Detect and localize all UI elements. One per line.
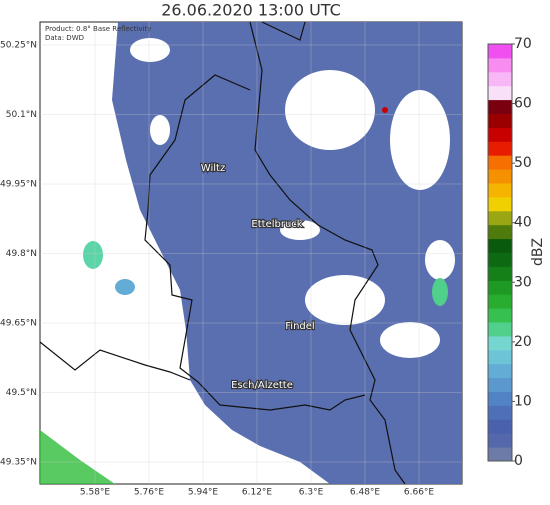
- colorbar-segment: [488, 405, 512, 420]
- radar-coverage: [112, 22, 462, 484]
- colorbar-segment: [488, 44, 512, 59]
- colorbar-segment: [488, 391, 512, 406]
- product-label: Product: 0.8° Base Reflectivity: [45, 25, 151, 33]
- colorbar-frame: [487, 43, 513, 462]
- colorbar-segment: [488, 335, 512, 351]
- colorbar-tick-label: 10: [514, 393, 532, 409]
- lat-tick-label: 49.8°N: [6, 249, 37, 259]
- echo-cell: [40, 430, 115, 484]
- colorbar-segment: [488, 433, 512, 448]
- colorbar-tick-label: 20: [514, 334, 532, 350]
- colorbar-tick-label: 50: [514, 155, 532, 171]
- border: [39, 341, 191, 381]
- colorbar-segment: [488, 141, 512, 156]
- place-label: Esch/Alzette: [231, 380, 293, 391]
- border: [261, 21, 306, 41]
- colorbar-segment: [488, 419, 512, 434]
- echo-cell: [83, 241, 103, 269]
- colorbar-tick-label: 60: [514, 96, 532, 112]
- colorbar-segment: [488, 57, 512, 73]
- lat-tick-label: 49.5°N: [6, 388, 37, 398]
- colorbar-tick-label: 40: [514, 215, 532, 231]
- colorbar-segment: [488, 210, 512, 226]
- colorbar-segment: [488, 169, 512, 184]
- lon-tick-label: 6.48°E: [350, 488, 381, 498]
- colorbar-tick-label: 30: [514, 274, 532, 290]
- colorbar-segment: [488, 308, 512, 323]
- colorbar-segment: [488, 322, 512, 337]
- colorbar-tick-label: 70: [514, 36, 532, 52]
- echo-cell: [115, 279, 135, 295]
- lon-tick-label: 5.76°E: [134, 488, 165, 498]
- colorbar-segment: [488, 71, 512, 87]
- echo-cell: [432, 278, 448, 306]
- lon-tick-label: 5.94°E: [188, 488, 219, 498]
- colorbar-segment: [488, 294, 512, 309]
- source-label: Data: DWD: [45, 34, 84, 42]
- colorbar-segment: [488, 363, 512, 379]
- colorbar-tick-label: 0: [514, 453, 523, 469]
- place-label: Wiltz: [201, 163, 225, 174]
- colorbar-segment: [488, 99, 512, 114]
- lat-tick-label: 50.25°N: [0, 41, 37, 51]
- place-label: Ettelbruck: [251, 219, 302, 230]
- colorbar-segment: [488, 183, 512, 198]
- colorbar: 0 10 20 30 40 50 60 70: [487, 36, 532, 469]
- radar-site: [382, 107, 388, 113]
- colorbar-segment: [488, 280, 512, 295]
- colorbar-segment: [488, 127, 512, 142]
- colorbar-segment: [488, 224, 512, 240]
- lon-tick-label: 6.3°E: [299, 488, 324, 498]
- colorbar-label: dBZ: [530, 238, 546, 266]
- colorbar-segment: [488, 238, 512, 253]
- colorbar-segment: [488, 447, 512, 462]
- lon-tick-label: 6.12°E: [242, 488, 273, 498]
- lon-tick-label: 5.58°E: [80, 488, 111, 498]
- lon-tick-label: 6.66°E: [404, 488, 435, 498]
- lat-tick-label: 49.65°N: [0, 319, 37, 329]
- colorbar-segment: [488, 252, 512, 267]
- lat-tick-label: 49.35°N: [0, 458, 37, 468]
- map: Wiltz Ettelbruck Findel Esch/Alzette Pro…: [39, 21, 463, 485]
- colorbar-segment: [488, 113, 512, 128]
- place-label: Findel: [285, 321, 314, 332]
- title: 26.06.2020 13:00 UTC: [161, 1, 341, 20]
- colorbar-segment: [488, 155, 512, 170]
- lat-tick-label: 49.95°N: [0, 180, 37, 190]
- border: [249, 21, 406, 485]
- colorbar-segment: [488, 266, 512, 281]
- colorbar-segment: [488, 85, 512, 101]
- colorbar-segment: [488, 349, 512, 365]
- lat-tick-label: 50.1°N: [6, 110, 37, 120]
- colorbar-segment: [488, 196, 512, 212]
- colorbar-segment: [488, 377, 512, 392]
- border: [144, 74, 366, 411]
